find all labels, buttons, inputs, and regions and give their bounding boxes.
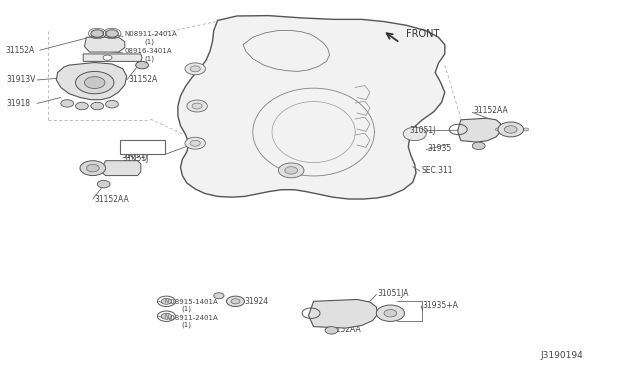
Text: 31924: 31924: [244, 297, 269, 306]
Circle shape: [516, 125, 522, 128]
Circle shape: [472, 142, 485, 150]
Text: J3190194: J3190194: [541, 351, 584, 360]
Circle shape: [325, 327, 338, 334]
Circle shape: [227, 296, 244, 307]
Circle shape: [495, 128, 500, 131]
Text: N08915-1401A: N08915-1401A: [165, 299, 218, 305]
Text: (1): (1): [181, 305, 191, 312]
Circle shape: [91, 30, 104, 37]
Circle shape: [192, 103, 202, 109]
Circle shape: [502, 131, 508, 134]
Circle shape: [136, 61, 148, 69]
Text: 31152A: 31152A: [128, 76, 157, 84]
Text: 31152AA: 31152AA: [326, 325, 361, 334]
Polygon shape: [83, 54, 142, 61]
Text: 31913V: 31913V: [6, 76, 36, 84]
Polygon shape: [308, 299, 378, 328]
Circle shape: [524, 128, 529, 131]
Text: 31051JA: 31051JA: [378, 289, 409, 298]
Text: (1): (1): [181, 322, 191, 328]
Text: 31051J: 31051J: [122, 151, 148, 160]
Text: FRONT: FRONT: [406, 29, 440, 39]
Text: 31935: 31935: [123, 146, 147, 155]
Text: 31051J: 31051J: [123, 154, 149, 163]
Circle shape: [76, 71, 114, 94]
Text: 08916-3401A: 08916-3401A: [125, 48, 172, 54]
Text: N: N: [164, 299, 168, 304]
Text: 31935: 31935: [122, 142, 146, 151]
Text: (1): (1): [144, 38, 154, 45]
Circle shape: [516, 131, 522, 134]
Text: 31152AA: 31152AA: [474, 106, 508, 115]
Circle shape: [106, 100, 118, 108]
Circle shape: [80, 161, 106, 176]
Circle shape: [187, 100, 207, 112]
Text: N: N: [164, 314, 168, 319]
Text: N08911-2401A: N08911-2401A: [125, 31, 177, 37]
Polygon shape: [101, 161, 141, 176]
Circle shape: [76, 102, 88, 110]
Circle shape: [106, 30, 118, 37]
Text: 31051J: 31051J: [410, 126, 436, 135]
Circle shape: [190, 66, 200, 72]
Circle shape: [103, 55, 112, 60]
Polygon shape: [84, 37, 125, 52]
Text: SEC.311: SEC.311: [421, 166, 452, 175]
Polygon shape: [56, 62, 127, 100]
Circle shape: [214, 293, 224, 299]
Text: 31152A: 31152A: [5, 46, 35, 55]
Circle shape: [86, 164, 99, 172]
Circle shape: [278, 163, 304, 178]
Circle shape: [161, 298, 172, 304]
Text: 31918: 31918: [6, 99, 31, 108]
Circle shape: [504, 126, 517, 133]
Circle shape: [384, 310, 397, 317]
Text: 31935+A: 31935+A: [422, 301, 458, 310]
Circle shape: [161, 313, 172, 319]
Polygon shape: [458, 118, 500, 142]
Circle shape: [84, 77, 105, 89]
Text: N08911-2401A: N08911-2401A: [165, 315, 218, 321]
Polygon shape: [178, 16, 445, 199]
Circle shape: [403, 127, 426, 141]
Circle shape: [285, 167, 298, 174]
Circle shape: [190, 140, 200, 146]
Circle shape: [91, 102, 104, 110]
Text: (1): (1): [144, 55, 154, 62]
Text: 31152AA: 31152AA: [95, 195, 129, 203]
Circle shape: [185, 137, 205, 149]
Circle shape: [498, 122, 524, 137]
Circle shape: [376, 305, 404, 321]
Bar: [120, 140, 165, 154]
Circle shape: [185, 63, 205, 75]
Circle shape: [97, 180, 110, 188]
Text: 31935: 31935: [428, 144, 452, 153]
Circle shape: [502, 125, 508, 128]
Circle shape: [61, 100, 74, 107]
Circle shape: [231, 299, 240, 304]
